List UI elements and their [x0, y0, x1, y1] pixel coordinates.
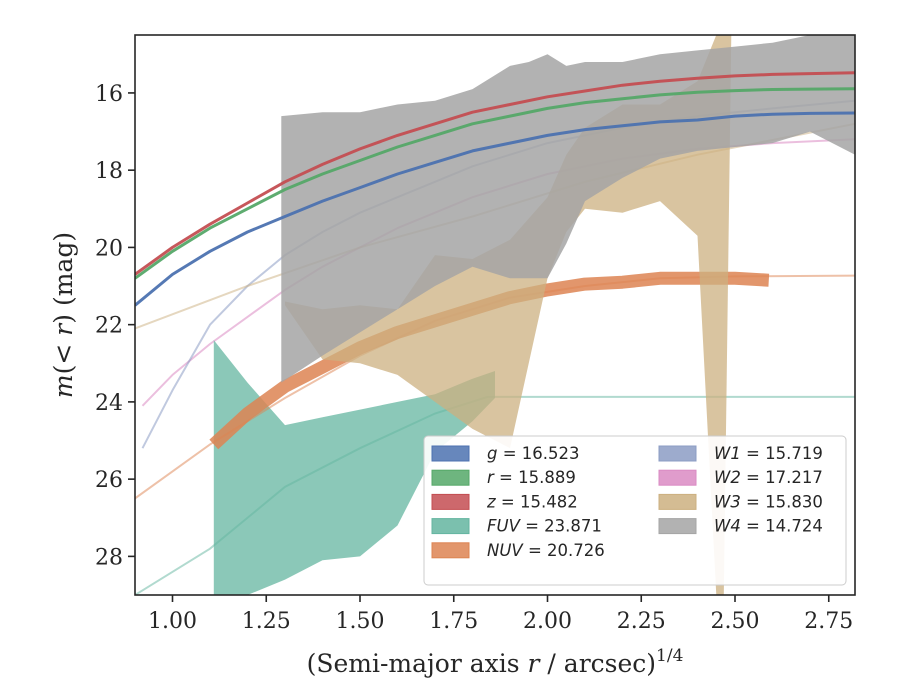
legend-label-g: g = 16.523 [487, 444, 580, 463]
plot-area [135, 35, 855, 595]
legend-swatch-w3 [658, 493, 697, 510]
legend-label-r: r = 15.889 [487, 468, 576, 487]
legend-label-w1: W1 = 15.719 [714, 444, 823, 463]
legend-label-w2: W2 = 17.217 [714, 468, 823, 487]
x-tick-label: 2.00 [523, 609, 572, 634]
x-tick-label: 1.25 [242, 609, 291, 634]
legend-swatch-nuv [431, 542, 470, 559]
plot-frame [134, 34, 856, 596]
g-line [135, 111, 855, 307]
y-tick-label: 16 [95, 82, 123, 107]
z-line [135, 71, 855, 276]
y-axis-title: m(< r) (mag) [49, 232, 78, 398]
legend-swatch-g [431, 445, 470, 462]
w4-band [281, 35, 855, 383]
axis-ticks: 1.00 1.25 1.50 1.75 2.00 2.25 2.50 2.75 16 18 20 22… [95, 82, 853, 634]
x-tick-label: 1.00 [148, 609, 197, 634]
x-tick-label: 1.75 [429, 609, 478, 634]
x-tick-label: 2.25 [617, 609, 666, 634]
y-tick-label: 24 [95, 391, 123, 416]
x-tick-label: 2.75 [804, 609, 853, 634]
legend: g = 16.523 r = 15.889 z = 15.482 FUV = 23.8… [423, 435, 847, 586]
legend-box [423, 435, 847, 586]
fuv-band [213, 340, 496, 595]
x-tick-label: 2.50 [711, 609, 760, 634]
y-tick-label: 22 [95, 314, 123, 339]
legend-label-fuv: FUV = 23.871 [487, 517, 602, 536]
legend-swatch-w2 [658, 469, 697, 486]
y-tick-label: 20 [95, 236, 123, 261]
legend-label-z: z = 15.482 [486, 492, 578, 511]
legend-swatch-r [431, 469, 470, 486]
legend-label-nuv: NUV = 20.726 [487, 541, 605, 560]
legend-swatch-fuv [431, 518, 470, 535]
x-tick-label: 1.50 [336, 609, 385, 634]
y-tick-label: 26 [95, 468, 123, 493]
legend-label-w3: W3 = 15.830 [714, 492, 823, 511]
x-axis-title: (Semi-major axis r / arcsec)1/4 [307, 646, 684, 678]
y-tick-label: 18 [95, 159, 123, 184]
legend-swatch-w4 [658, 518, 697, 535]
legend-swatch-z [431, 493, 470, 510]
legend-label-w4: W4 = 14.724 [714, 517, 823, 536]
y-tick-label: 28 [95, 545, 123, 570]
r-line [135, 87, 855, 280]
legend-swatch-w1 [658, 445, 697, 462]
